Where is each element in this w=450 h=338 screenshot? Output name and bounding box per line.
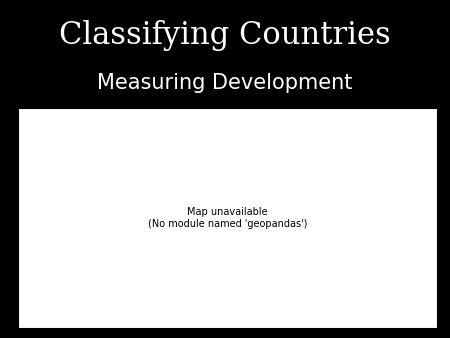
Text: Measuring Development: Measuring Development: [97, 73, 353, 93]
Text: Map unavailable
(No module named 'geopandas'): Map unavailable (No module named 'geopan…: [148, 207, 307, 229]
Text: Classifying Countries: Classifying Countries: [59, 20, 391, 51]
